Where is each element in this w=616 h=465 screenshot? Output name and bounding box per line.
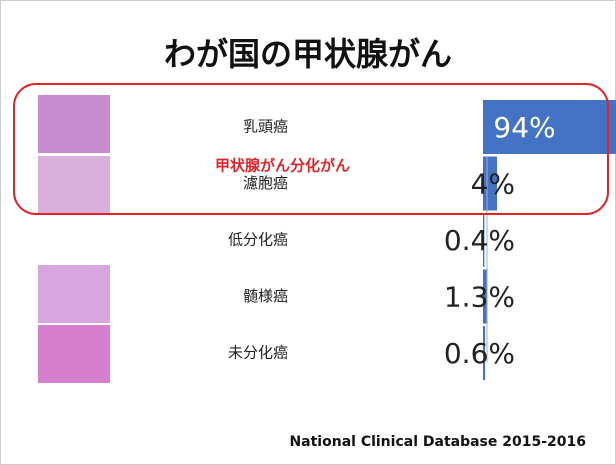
histology-image xyxy=(38,156,110,214)
annotation: 甲状腺がん分化がん xyxy=(215,157,350,175)
source-note: National Clinical Database 2015-2016 xyxy=(289,434,586,450)
category-label: 低分化癌 xyxy=(228,231,288,249)
bars xyxy=(483,100,616,380)
data-label: 4% xyxy=(471,168,515,201)
bar xyxy=(483,100,616,154)
chart-title: わが国の甲状腺がん xyxy=(164,35,452,73)
category-label: 髄様癌 xyxy=(243,287,288,305)
annotation-box xyxy=(13,83,609,215)
histology-image xyxy=(38,265,110,323)
bar xyxy=(483,326,486,380)
histology-image xyxy=(38,95,110,153)
histology-images xyxy=(38,95,110,383)
data-label: 1.3% xyxy=(444,281,515,314)
bar xyxy=(483,213,485,267)
bar xyxy=(483,269,488,324)
data-label: 94% xyxy=(493,111,555,144)
histology-image xyxy=(38,325,110,383)
category-label: 濾胞癌 xyxy=(243,174,288,192)
category-label: 乳頭癌 xyxy=(243,118,288,136)
data-label: 0.4% xyxy=(444,224,515,257)
data-label: 0.6% xyxy=(444,337,515,370)
category-label: 未分化癌 xyxy=(228,344,288,362)
